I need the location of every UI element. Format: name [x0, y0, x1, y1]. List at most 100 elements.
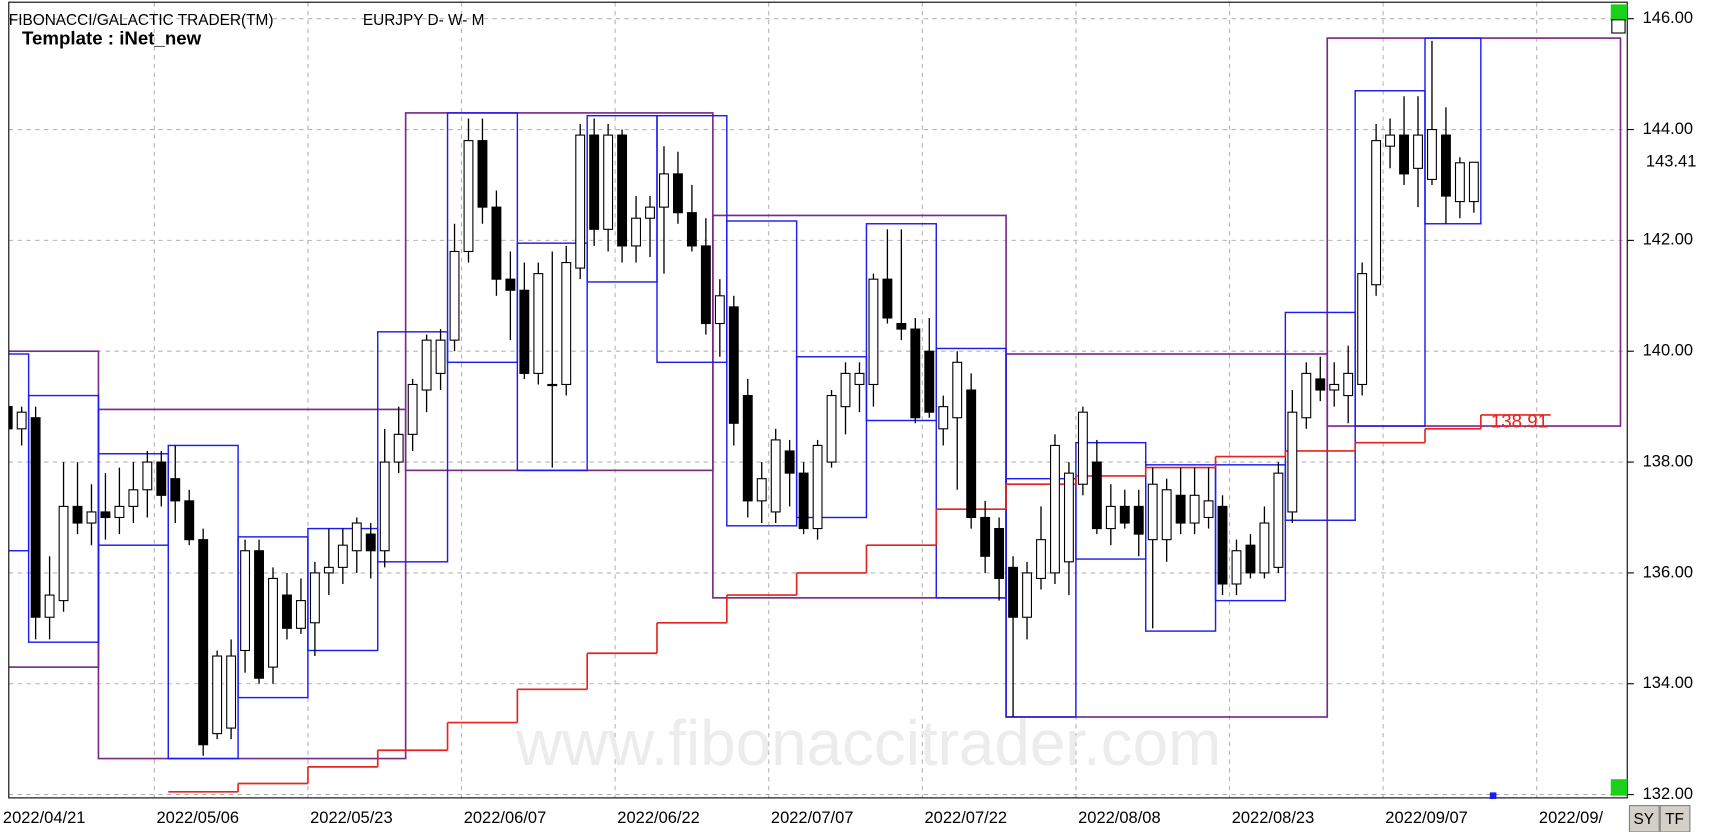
candle-body	[254, 550, 264, 679]
candle-body	[728, 306, 739, 424]
candle-body	[672, 173, 683, 214]
candle-body	[980, 516, 991, 557]
restore-icon[interactable]	[1611, 19, 1626, 34]
scroll-marker	[1489, 792, 1497, 799]
candle-body	[924, 350, 935, 413]
button-face[interactable]	[1659, 805, 1691, 832]
candle-body	[156, 461, 167, 496]
candle-body	[128, 489, 139, 507]
candle-body	[645, 206, 655, 219]
sy-button[interactable]: SY	[1628, 805, 1660, 832]
button-label[interactable]: SY	[1633, 811, 1654, 828]
candle-body	[1231, 550, 1242, 585]
y-tick-label: 132.00	[1643, 785, 1693, 803]
weekly-box	[446, 112, 519, 364]
x-tick-label: 2022/09/07	[1385, 809, 1468, 827]
y-tick-label: 144.00	[1643, 120, 1693, 138]
candle-body	[882, 278, 893, 319]
candle-body	[212, 655, 223, 735]
weekly-box	[1354, 90, 1426, 427]
candle-body	[840, 372, 851, 408]
candle-body	[1133, 505, 1144, 535]
candle-body	[1440, 134, 1451, 197]
y-tick-label: 142.00	[1643, 231, 1693, 249]
weekly-box	[795, 356, 868, 519]
candle-body	[938, 406, 949, 430]
candle-body	[686, 212, 697, 247]
candle-body	[1091, 461, 1102, 530]
candle-body	[714, 295, 725, 325]
candle-body	[1217, 505, 1228, 585]
candle-body	[798, 472, 809, 530]
candle-body	[463, 140, 474, 253]
candle-body	[323, 566, 334, 574]
corner-marker	[1610, 779, 1628, 796]
candle-body	[519, 289, 530, 374]
button-face[interactable]	[1628, 805, 1660, 832]
candle-body	[351, 522, 362, 552]
candle-body	[16, 411, 27, 430]
candle-body	[910, 328, 921, 419]
candle-body	[784, 450, 795, 474]
candle-body	[1399, 134, 1409, 175]
candle-body	[659, 173, 669, 208]
candle-body	[1413, 134, 1423, 169]
candle-body	[547, 383, 558, 387]
candle-body	[589, 134, 600, 230]
y-tick-label: 134.00	[1643, 674, 1693, 692]
candle-body	[868, 278, 879, 386]
candle-body	[170, 478, 181, 502]
candle-body	[44, 594, 55, 618]
template-label: Template : iNet_new	[22, 28, 202, 49]
candle-body	[1105, 505, 1116, 530]
candle-body	[1050, 444, 1060, 574]
candle-body	[631, 217, 642, 247]
plot-area: www.fibonaccitrader.com 138.91	[8, 2, 1628, 798]
last-price-label: 143.41	[1646, 153, 1696, 171]
x-tick-label: 2022/07/07	[771, 809, 854, 827]
candle-body	[421, 339, 432, 391]
tf-button[interactable]: TF	[1659, 805, 1691, 832]
candle-body	[435, 339, 446, 374]
candle-body	[226, 655, 237, 729]
watermark: www.fibonaccitrader.com	[515, 707, 1221, 779]
candle-body	[184, 500, 195, 541]
candle-body	[365, 533, 376, 552]
weekly-box	[377, 331, 449, 563]
candle-body	[854, 372, 865, 386]
candle-body	[1343, 372, 1354, 397]
corner-marker	[1610, 4, 1628, 21]
x-tick-label: 2022/09/	[1539, 809, 1604, 827]
x-tick-label: 2022/08/08	[1078, 809, 1161, 827]
candle-body	[100, 511, 111, 519]
candle-body	[268, 577, 278, 668]
y-tick-label: 138.00	[1643, 452, 1693, 470]
weekly-box	[865, 223, 937, 422]
candle-body	[994, 528, 1005, 579]
candle-body	[1063, 472, 1074, 563]
candle-body	[1259, 522, 1270, 574]
x-tick-label: 2022/05/06	[157, 809, 240, 827]
plot-frame	[8, 1, 1628, 799]
candle-body	[114, 505, 125, 519]
candle-body	[952, 361, 963, 419]
candle-body	[491, 206, 502, 280]
candle-body	[575, 134, 586, 269]
candle-body	[533, 273, 544, 374]
candle-body	[700, 245, 711, 325]
candle-body	[30, 417, 41, 618]
candle-body	[449, 250, 460, 341]
stop-value-label: 138.91	[1491, 411, 1548, 432]
candle-body	[617, 134, 628, 247]
candle-body	[1008, 566, 1019, 618]
candle-body	[812, 444, 823, 530]
candle-body	[1287, 411, 1298, 513]
candle-body	[240, 550, 251, 652]
candle-body	[1147, 483, 1158, 541]
candle-body	[1454, 162, 1465, 203]
candle-body	[198, 539, 209, 746]
weekly-box	[1214, 464, 1287, 602]
candle-body	[1175, 494, 1186, 524]
button-label[interactable]: TF	[1665, 811, 1684, 828]
